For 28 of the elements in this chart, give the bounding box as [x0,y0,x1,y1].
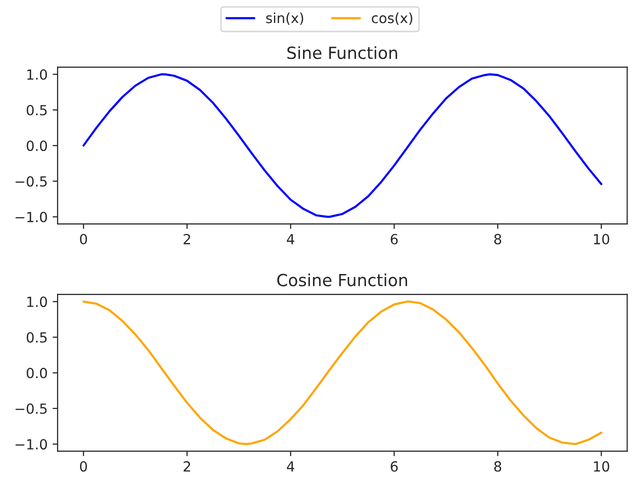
line-series [82,300,602,446]
x-tick-label: 0 [80,461,87,472]
legend-label: sin(x) [266,12,304,25]
y-tick-label: 0.5 [26,104,47,116]
x-tick-label: 0 [80,234,87,244]
chart-title: Cosine Function [277,273,408,286]
x-tick-label: 6 [390,234,398,244]
x-tick-label: 8 [494,234,502,244]
chart-title: Sine Function [287,46,398,60]
line-series [82,73,602,218]
y-tick-label: 0.0 [26,368,47,378]
x-tick-label: 4 [286,461,294,472]
x-tick-label: 10 [594,234,610,244]
x-tick-label: 2 [184,461,190,472]
y-tick-label: 1.0 [27,69,47,80]
y-tick-label: 0.0 [26,140,47,152]
x-tick-label: 8 [494,461,502,472]
y-tick-label: 0.5 [26,332,47,343]
y-tick-label: −1.0 [16,439,47,450]
x-tick-label: 4 [286,234,294,244]
y-tick-label: −0.5 [16,176,47,187]
y-tick-label: 1.0 [27,296,47,308]
y-tick-label: −1.0 [16,212,47,222]
y-tick-label: −0.5 [16,403,47,414]
legend-label: cos(x) [372,12,412,25]
x-tick-label: 10 [594,461,610,472]
x-tick-label: 2 [184,234,190,244]
x-tick-label: 6 [390,461,398,472]
